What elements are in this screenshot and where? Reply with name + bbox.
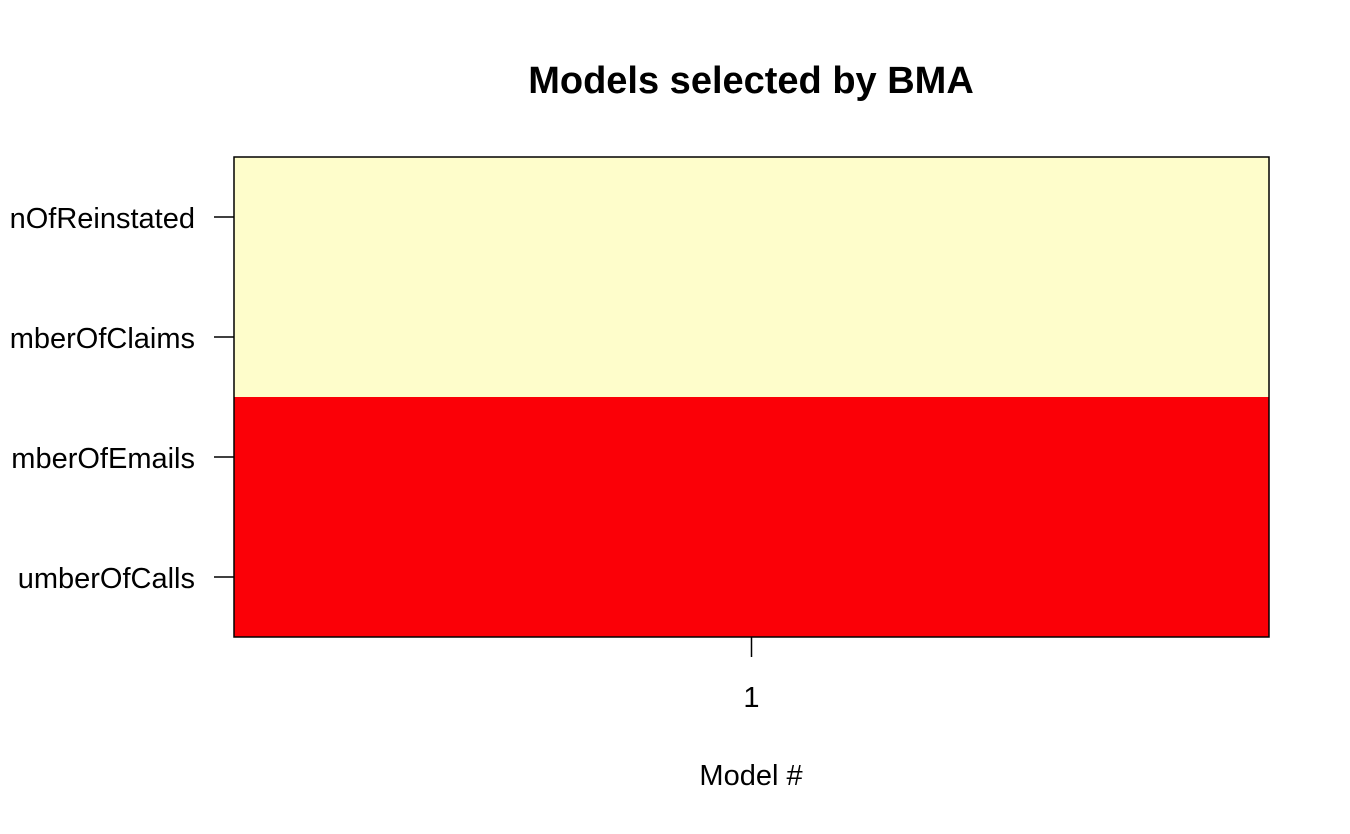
y-tick-label: mberOfEmails [11, 443, 195, 475]
model-cells [234, 157, 1269, 637]
cell-2-0 [234, 397, 1269, 517]
x-axis-label: Model # [699, 760, 802, 792]
chart-title: Models selected by BMA [528, 60, 974, 102]
x-axis: 1 [743, 637, 760, 714]
y-tick-label: umberOfCalls [18, 563, 195, 595]
cell-1-0 [234, 277, 1269, 397]
y-axis: nOfReinstated mberOfClaims mberOfEmails umb… [10, 203, 234, 595]
cell-0-0 [234, 157, 1269, 277]
y-tick-label: nOfReinstated [10, 203, 195, 235]
x-tick-label: 1 [743, 682, 759, 714]
cell-3-0 [234, 517, 1269, 637]
y-tick-label: mberOfClaims [10, 323, 195, 355]
